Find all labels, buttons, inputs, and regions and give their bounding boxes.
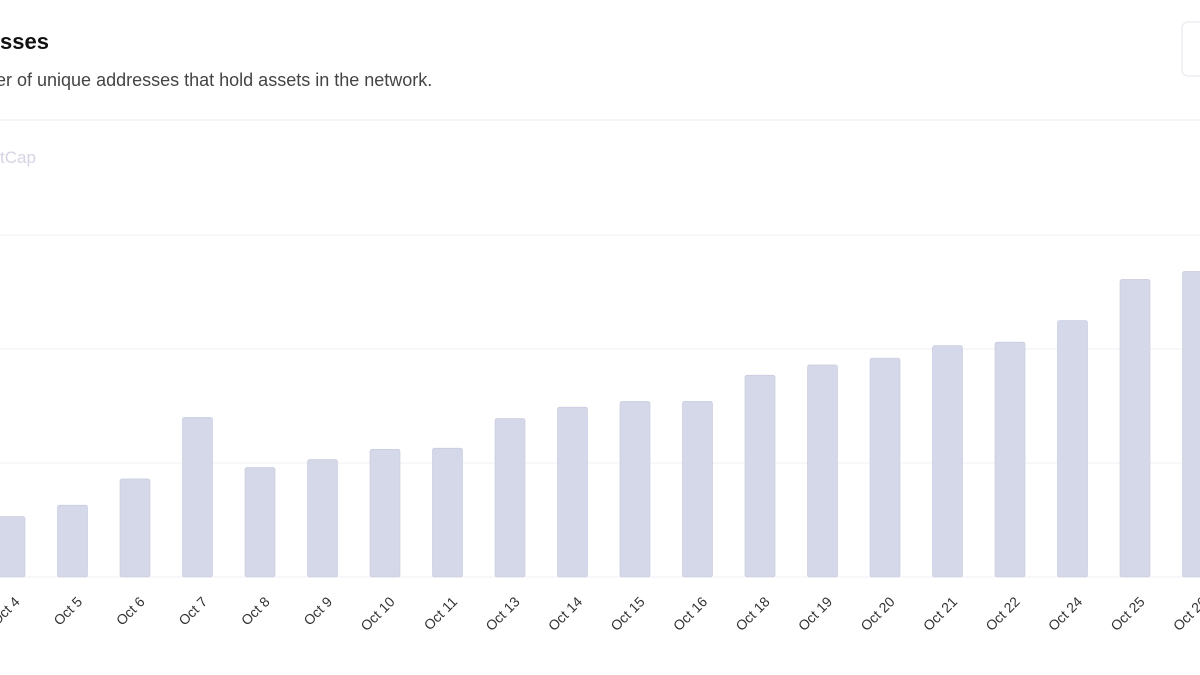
title: sses bbox=[0, 29, 49, 54]
bar bbox=[0, 516, 26, 578]
bar bbox=[1182, 271, 1200, 578]
x-tick-label: Oct 4 bbox=[0, 593, 23, 628]
bar bbox=[1119, 279, 1151, 578]
bar bbox=[619, 401, 651, 578]
x-tick-label: Oct 15 bbox=[607, 593, 648, 634]
bar bbox=[494, 418, 526, 578]
bar bbox=[57, 504, 88, 578]
subtitle: er of unique addresses that hold assets … bbox=[0, 70, 432, 90]
bar bbox=[182, 417, 213, 578]
bar bbox=[244, 467, 276, 578]
menu-button[interactable] bbox=[1181, 21, 1200, 77]
bar bbox=[1057, 320, 1088, 578]
x-tick-label: Oct 8 bbox=[238, 593, 273, 628]
x-tick-label: Oct 22 bbox=[982, 593, 1023, 634]
x-tick-label: Oct 24 bbox=[1045, 593, 1086, 634]
bar bbox=[932, 345, 963, 578]
bar bbox=[557, 406, 588, 578]
bar bbox=[369, 449, 401, 578]
x-tick-label: Oct 26 bbox=[1170, 593, 1200, 634]
x-tick-label: Oct 21 bbox=[920, 593, 961, 634]
x-tick-label: Oct 7 bbox=[175, 593, 210, 628]
bar bbox=[119, 478, 151, 578]
x-tick-label: Oct 20 bbox=[857, 593, 898, 634]
bar bbox=[432, 447, 463, 578]
x-tick-label: Oct 13 bbox=[482, 593, 523, 634]
x-tick-label: Oct 14 bbox=[545, 593, 586, 634]
bar bbox=[682, 401, 713, 578]
x-tick-label: Oct 19 bbox=[795, 593, 836, 634]
bar bbox=[807, 364, 838, 578]
bar bbox=[744, 374, 776, 578]
bar bbox=[994, 341, 1026, 578]
x-tick-label: Oct 10 bbox=[357, 593, 398, 634]
x-tick-label: Oct 25 bbox=[1107, 593, 1148, 634]
x-tick-label: Oct 11 bbox=[420, 593, 460, 633]
x-tick-label: Oct 16 bbox=[670, 593, 711, 634]
bar bbox=[869, 357, 901, 578]
x-tick-label: Oct 5 bbox=[50, 593, 85, 628]
x-tick-label: Oct 18 bbox=[732, 593, 773, 634]
x-tick-label: Oct 9 bbox=[300, 593, 335, 628]
watermark: tCap bbox=[0, 148, 36, 167]
bar bbox=[307, 459, 338, 578]
x-tick-label: Oct 6 bbox=[113, 593, 148, 628]
